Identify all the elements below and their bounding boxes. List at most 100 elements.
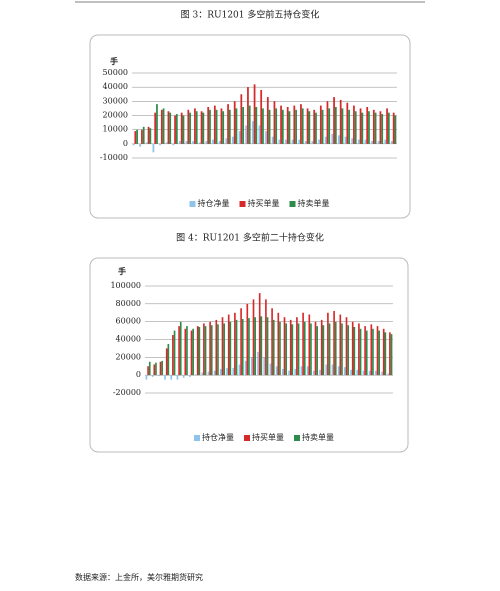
legend-swatch [239,201,246,207]
bar [300,366,303,376]
bar [192,328,194,376]
bar [240,94,243,144]
bar [210,325,213,376]
y-tick-label: 20000 [103,111,128,120]
bar [353,327,356,376]
bar [275,366,278,376]
bar [198,142,201,144]
figure-caption: 图 3：RU1201 多空前五持仓变化 [181,9,320,21]
bar [189,112,191,144]
bar [321,109,324,144]
bar [353,105,355,144]
bar [179,141,181,144]
bar [151,375,154,377]
bar [251,121,254,144]
bar [273,101,276,144]
bar [319,369,321,376]
bar [187,109,190,144]
legend-label: 持卖单量 [302,432,334,442]
bar [291,324,294,376]
bar [347,325,349,376]
bar [220,368,222,376]
bar [392,112,395,144]
legend-label: 持卖单量 [298,198,330,208]
bar [294,368,297,376]
bar [212,139,214,144]
bar [220,108,223,144]
bar [361,112,364,144]
bar [368,111,370,144]
bar [306,366,309,376]
bar [382,328,385,376]
bar [136,129,138,144]
bar [258,293,261,376]
bar [300,104,302,144]
bar [333,310,335,376]
bar [262,108,264,144]
bar [169,112,172,144]
bar [139,143,142,147]
bar [182,115,185,144]
bar [298,139,301,144]
bar [308,111,311,144]
bar [384,332,387,376]
y-tick-label: 20000 [116,352,141,361]
bar [338,135,340,144]
y-tick-label: 30000 [103,96,128,105]
bar [198,327,201,376]
y-axis-label: 手 [110,56,118,66]
bar [186,326,188,376]
bar [387,373,390,376]
bar [351,321,354,376]
bar [359,328,362,376]
bar [281,109,284,144]
bar [218,141,221,144]
bar [213,105,216,144]
bar [251,357,253,376]
bar [265,131,267,144]
bar [375,370,377,376]
bar [233,101,236,144]
bar [203,323,205,376]
bar [147,126,150,144]
bar [313,109,316,144]
bar [155,362,157,376]
bar [314,321,317,376]
legend-label: 持仓净量 [198,198,230,208]
bar [386,108,388,144]
bar [390,334,393,376]
bar [328,323,331,376]
bar [235,108,238,144]
bar [354,111,357,144]
bar [344,136,347,144]
bar [333,97,335,144]
bar [266,317,269,376]
y-tick-label: -20000 [113,388,141,397]
bar [145,142,148,144]
bar [302,312,304,376]
bar [165,142,168,144]
bar [164,375,166,380]
bar [334,321,337,376]
y-tick-label: 50000 [103,68,128,77]
bar [316,326,318,376]
y-tick-label: 80000 [116,299,141,308]
bar [266,97,269,144]
bar [227,314,230,376]
bar [154,112,157,144]
bar [207,107,210,144]
bar [192,141,195,144]
bar [132,143,135,146]
bar [242,107,244,144]
y-tick-label: 0 [123,139,128,148]
bar [158,375,160,377]
bar [253,84,256,144]
bar [234,312,236,376]
bar [175,114,178,144]
bar [288,111,291,144]
legend-swatch [294,435,300,441]
bar [339,99,342,144]
bar [271,136,274,144]
bar [278,139,281,144]
bar [308,314,311,376]
